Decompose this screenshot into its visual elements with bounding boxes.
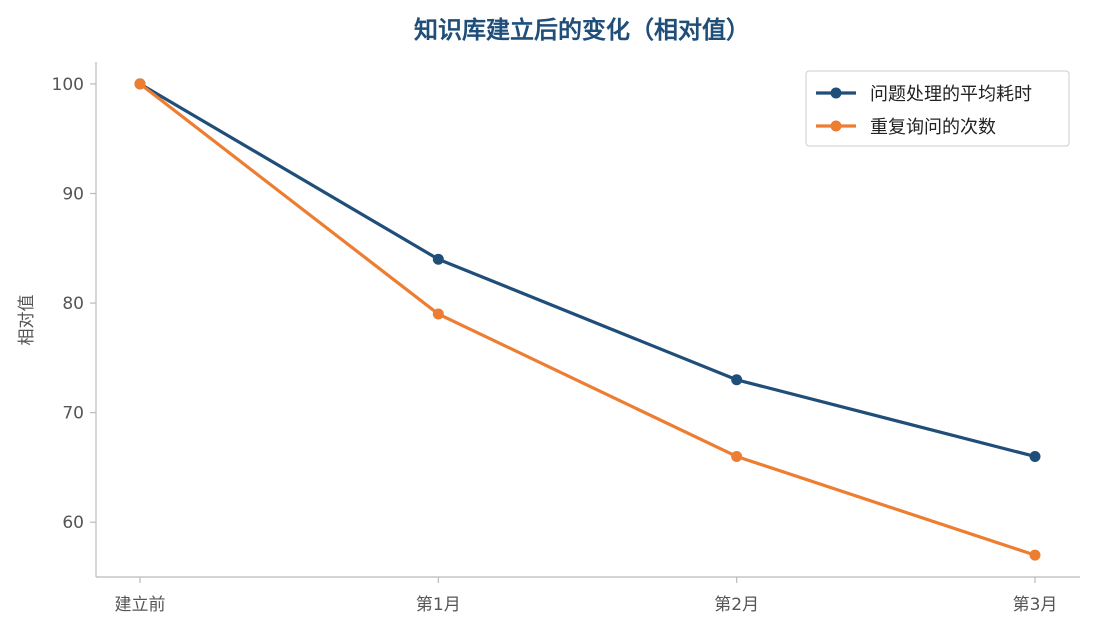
y-ticks: 60 70 80 90 100 (52, 75, 96, 533)
series-group (134, 78, 1041, 561)
data-point (731, 450, 743, 462)
y-axis-label: 相对值 (17, 295, 37, 346)
legend-label: 重复询问的次数 (870, 117, 996, 138)
chart-title: 知识库建立后的变化（相对值） (414, 16, 750, 44)
data-point (432, 308, 444, 320)
y-tick-label: 90 (62, 184, 84, 204)
series-line-2 (138, 82, 1037, 557)
data-point (134, 78, 146, 90)
x-tick-label: 第3月 (1013, 595, 1058, 615)
legend-swatch-marker (830, 120, 842, 132)
x-ticks: 建立前 第1月 第2月 第3月 (115, 577, 1058, 615)
x-tick-label: 建立前 (115, 595, 166, 615)
series-line-1 (138, 82, 1037, 459)
data-point (731, 374, 743, 386)
x-tick-label: 第1月 (416, 595, 461, 615)
data-point (1029, 450, 1041, 462)
y-tick-label: 80 (62, 294, 84, 314)
data-point (432, 253, 444, 265)
legend-box (805, 70, 1070, 147)
legend-swatch-marker (830, 87, 842, 99)
y-tick-label: 60 (62, 513, 84, 533)
y-tick-label: 100 (52, 75, 84, 95)
data-point (1029, 549, 1041, 561)
legend-label: 问题处理的平均耗时 (870, 84, 1032, 105)
y-tick-label: 70 (62, 404, 84, 424)
x-tick-label: 第2月 (714, 595, 759, 615)
